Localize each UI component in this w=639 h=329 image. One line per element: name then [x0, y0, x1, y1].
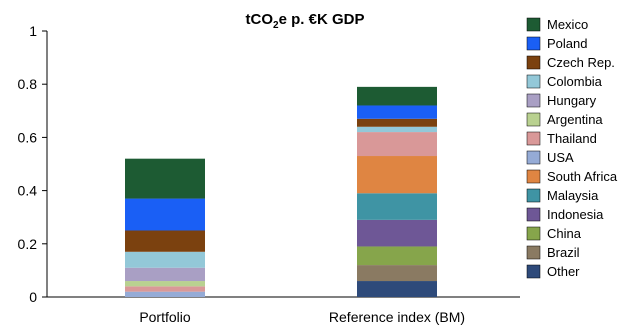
bar-segment — [357, 86, 437, 106]
legend-label: Colombia — [547, 74, 603, 89]
y-tick-label: 1 — [29, 23, 37, 39]
legend-swatch — [526, 207, 541, 222]
legend-swatch — [526, 112, 541, 127]
y-tick-label: 0.4 — [18, 183, 38, 199]
legend-swatch — [526, 93, 541, 108]
bar-segment — [357, 265, 437, 282]
legend-swatch — [526, 264, 541, 279]
y-tick-label: 0.2 — [18, 236, 38, 252]
x-tick-label: Reference index (BM) — [329, 309, 465, 325]
legend-label: Czech Rep. — [547, 55, 615, 70]
legend-swatch — [526, 188, 541, 203]
legend-swatch — [526, 131, 541, 146]
title-rest: e p. €K GDP — [279, 11, 365, 28]
bar-segment — [357, 132, 437, 157]
legend-swatch — [526, 17, 541, 32]
legend-swatch — [526, 150, 541, 165]
legend-label: USA — [547, 150, 574, 165]
legend-label: Indonesia — [547, 207, 604, 222]
bar-segment — [125, 281, 205, 287]
legend: Mexico Poland Czech Rep. Colombia Hungary Arg… — [526, 17, 618, 279]
bar-segment — [357, 156, 437, 194]
bar-segment — [357, 118, 437, 127]
bar-segment — [125, 230, 205, 252]
title-main: tCO — [246, 11, 274, 28]
x-axis-labels: Portfolio Reference index (BM) — [139, 309, 465, 325]
bar-segment — [125, 291, 205, 297]
bars — [125, 86, 437, 297]
bar-segment — [125, 251, 205, 268]
legend-label: Hungary — [547, 93, 597, 108]
legend-swatch — [526, 36, 541, 51]
chart-title: tCO2e p. €K GDP — [246, 11, 365, 31]
bar-segment — [357, 219, 437, 247]
legend-label: China — [547, 226, 582, 241]
bar-segment — [357, 246, 437, 266]
bar-segment — [125, 158, 205, 199]
legend-label: Brazil — [547, 245, 580, 260]
y-tick-label: 0 — [29, 289, 37, 305]
legend-label: Other — [547, 264, 580, 279]
legend-swatch — [526, 55, 541, 70]
legend-label: Malaysia — [547, 188, 599, 203]
bar-segment — [125, 267, 205, 282]
legend-label: Poland — [547, 36, 587, 51]
bar-segment — [125, 198, 205, 231]
bar-segment — [357, 105, 437, 119]
legend-swatch — [526, 169, 541, 184]
legend-label: Thailand — [547, 131, 597, 146]
legend-label: Mexico — [547, 17, 588, 32]
legend-swatch — [526, 245, 541, 260]
y-tick-label: 0.8 — [18, 76, 38, 92]
title-subscript: 2 — [273, 20, 279, 31]
legend-swatch — [526, 74, 541, 89]
legend-label: South Africa — [547, 169, 618, 184]
bar-segment — [357, 281, 437, 297]
y-tick-label: 0.6 — [18, 129, 38, 145]
legend-swatch — [526, 226, 541, 241]
y-axis: 0 0.2 0.4 0.6 0.8 1 — [18, 23, 520, 305]
bar-segment — [357, 126, 437, 133]
x-tick-label: Portfolio — [139, 309, 191, 325]
bar-segment — [125, 286, 205, 292]
bar-segment — [357, 193, 437, 220]
legend-label: Argentina — [547, 112, 603, 127]
